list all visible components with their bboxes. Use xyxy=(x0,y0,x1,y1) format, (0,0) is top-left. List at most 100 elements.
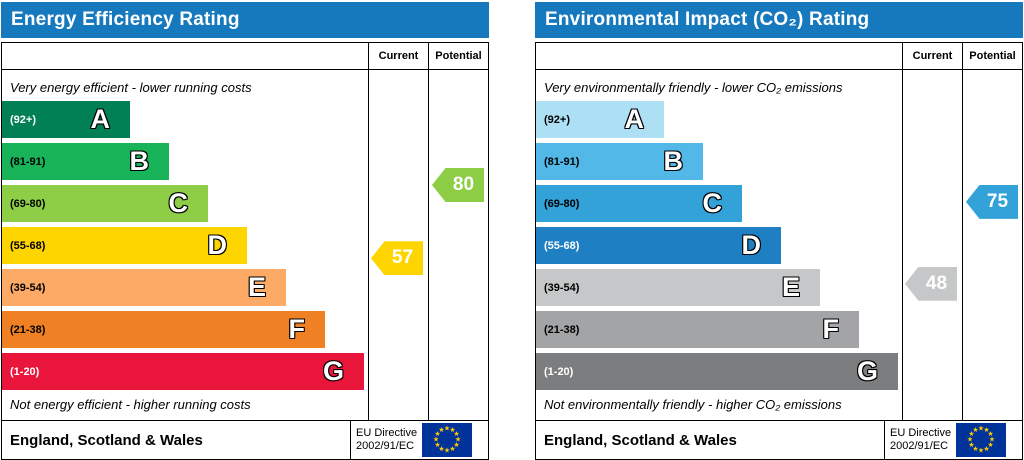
band-range-label: (55-68) xyxy=(544,239,580,252)
band-letter: C xyxy=(168,188,189,218)
band-row: (55-68) D xyxy=(536,227,902,264)
eu-directive-line2: 2002/91/EC xyxy=(890,440,949,452)
potential-column xyxy=(962,70,1022,420)
band-letter: B xyxy=(129,146,150,176)
band-bar: (69-80) C xyxy=(536,185,742,222)
band-bar: (92+) A xyxy=(2,101,130,138)
band-row: (39-54) E xyxy=(536,269,902,306)
potential-rating-value: 75 xyxy=(986,190,1009,212)
band-letter: B xyxy=(663,146,684,176)
column-headers: Current Potential xyxy=(536,43,1022,70)
current-column-header: Current xyxy=(368,43,428,69)
band-range-label: (39-54) xyxy=(10,281,46,294)
panel-title: Energy Efficiency Rating xyxy=(1,2,489,38)
svg-text:★: ★ xyxy=(978,425,984,433)
band-bar: (1-20) G xyxy=(536,353,898,390)
region-label: England, Scotland & Wales xyxy=(544,431,737,449)
band-range-label: (69-80) xyxy=(10,197,46,210)
bottom-note: Not energy efficient - higher running co… xyxy=(10,396,251,412)
svg-text:★: ★ xyxy=(968,430,974,438)
band-row: (1-20) G xyxy=(2,353,368,390)
svg-text:★: ★ xyxy=(454,441,460,449)
band-row: (69-80) C xyxy=(2,185,368,222)
eu-directive-line1: EU Directive xyxy=(356,427,418,440)
eu-directive-cell: EU Directive 2002/91/EC ★ ★ ★ ★ ★ ★ ★ ★ ★ ★ ★ ★ xyxy=(884,421,1022,459)
band-letter: D xyxy=(207,230,228,260)
current-rating-value: 57 xyxy=(391,247,414,269)
eu-directive-label: EU Directive 2002/91/EC xyxy=(890,427,951,452)
bands: (92+) A (81-91) B (69-80) C (55-68) D (39-54… xyxy=(536,101,902,390)
potential-column xyxy=(428,70,488,420)
band-range-label: (55-68) xyxy=(10,239,46,252)
top-note: Very environmentally friendly - lower CO… xyxy=(544,79,843,95)
band-row: (21-38) F xyxy=(2,311,368,348)
band-bar: (69-80) C xyxy=(2,185,208,222)
band-range-label: (81-91) xyxy=(10,155,46,168)
eu-directive-label: EU Directive 2002/91/EC xyxy=(356,427,417,452)
svg-text:★: ★ xyxy=(438,426,444,434)
band-bar: (21-38) F xyxy=(2,311,325,348)
band-letter: D xyxy=(741,230,762,260)
chart-body: Very energy efficient - lower running co… xyxy=(2,70,488,420)
svg-text:★: ★ xyxy=(438,445,444,453)
bands-column: Very energy efficient - lower running co… xyxy=(2,70,368,420)
band-row: (39-54) E xyxy=(2,269,368,306)
band-row: (92+) A xyxy=(2,101,368,138)
epc-table: Current Potential Very environmentally f… xyxy=(535,42,1023,460)
band-row: (55-68) D xyxy=(2,227,368,264)
band-bar: (55-68) D xyxy=(2,227,247,264)
band-range-label: (39-54) xyxy=(544,281,580,294)
potential-rating-value: 80 xyxy=(452,174,475,195)
environmental-impact-panel: Environmental Impact (CO₂) Rating Curren… xyxy=(534,0,1024,460)
svg-text:★: ★ xyxy=(988,430,994,438)
band-row: (69-80) C xyxy=(536,185,902,222)
svg-text:★: ★ xyxy=(989,436,995,444)
table-footer: England, Scotland & Wales EU Directive 2… xyxy=(2,420,488,459)
column-headers: Current Potential xyxy=(2,43,488,70)
band-row: (21-38) F xyxy=(536,311,902,348)
band-range-label: (81-91) xyxy=(544,155,580,168)
svg-text:★: ★ xyxy=(968,441,974,449)
eu-flag-icon: ★ ★★★★★★★★★★★ xyxy=(956,423,1007,457)
band-letter: G xyxy=(322,356,344,386)
band-letter: F xyxy=(822,314,840,344)
band-range-label: (69-80) xyxy=(544,197,580,210)
band-letter: E xyxy=(247,272,266,302)
band-bar: (81-91) B xyxy=(2,143,169,180)
potential-column-header: Potential xyxy=(428,43,488,69)
band-range-label: (92+) xyxy=(544,113,570,126)
table-footer: England, Scotland & Wales EU Directive 2… xyxy=(536,420,1022,459)
band-letter: G xyxy=(856,356,878,386)
band-range-label: (92+) xyxy=(10,113,36,126)
svg-text:★: ★ xyxy=(983,445,989,453)
band-range-label: (1-20) xyxy=(544,365,574,378)
panel-title: Environmental Impact (CO₂) Rating xyxy=(535,2,1023,38)
svg-text:★: ★ xyxy=(972,445,978,453)
svg-text:★: ★ xyxy=(433,436,439,444)
band-bar: (21-38) F xyxy=(536,311,859,348)
svg-text:★: ★ xyxy=(434,441,440,449)
band-letter: F xyxy=(288,314,306,344)
band-bar: (55-68) D xyxy=(536,227,781,264)
energy-efficiency-panel: Energy Efficiency Rating Current Potenti… xyxy=(0,0,490,460)
svg-text:★: ★ xyxy=(434,430,440,438)
current-rating-value: 48 xyxy=(925,272,948,294)
header-spacer xyxy=(536,43,902,69)
band-letter: A xyxy=(90,104,111,134)
band-bar: (81-91) B xyxy=(536,143,703,180)
current-column xyxy=(368,70,428,420)
band-letter: A xyxy=(624,104,645,134)
band-letter: C xyxy=(702,188,723,218)
band-row: (81-91) B xyxy=(2,143,368,180)
band-row: (81-91) B xyxy=(536,143,902,180)
header-spacer xyxy=(2,43,368,69)
svg-text:★: ★ xyxy=(978,447,984,455)
svg-text:★: ★ xyxy=(449,445,455,453)
band-letter: E xyxy=(781,272,800,302)
band-bar: (1-20) G xyxy=(2,353,364,390)
band-row: (92+) A xyxy=(536,101,902,138)
band-range-label: (1-20) xyxy=(10,365,40,378)
svg-text:★: ★ xyxy=(444,425,450,433)
chart-body: Very environmentally friendly - lower CO… xyxy=(536,70,1022,420)
bottom-note: Not environmentally friendly - higher CO… xyxy=(544,396,842,412)
